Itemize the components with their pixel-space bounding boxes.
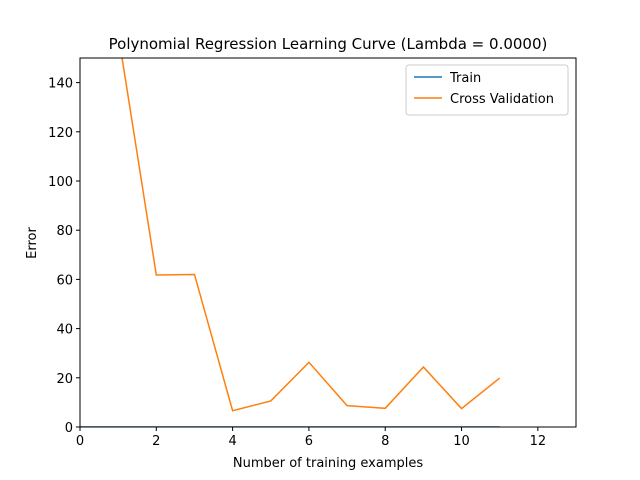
x-tick-label: 6 xyxy=(305,434,313,449)
y-tick-label: 120 xyxy=(48,126,73,141)
y-tick-label: 100 xyxy=(48,175,73,190)
x-tick-label: 8 xyxy=(381,434,389,449)
x-tick-label: 10 xyxy=(453,434,470,449)
y-tick-label: 40 xyxy=(56,323,73,338)
y-tick-label: 0 xyxy=(65,421,73,436)
y-tick-label: 140 xyxy=(48,77,73,92)
legend-box xyxy=(405,64,569,116)
x-tick-label: 4 xyxy=(228,434,236,449)
y-tick-label: 80 xyxy=(56,224,73,239)
x-tick-label: 0 xyxy=(76,434,84,449)
x-tick-label: 2 xyxy=(152,434,160,449)
legend-label: Cross Validation xyxy=(450,92,554,107)
axes-frame xyxy=(79,57,577,428)
plot-area xyxy=(80,58,501,427)
x-tick-label: 12 xyxy=(530,434,547,449)
chart-title: Polynomial Regression Learning Curve (La… xyxy=(109,35,548,53)
y-axis-label: Error xyxy=(25,227,40,259)
x-axis-label: Number of training examples xyxy=(233,456,423,471)
y-tick-label: 20 xyxy=(56,372,73,387)
y-tick-label: 60 xyxy=(56,273,73,288)
series-line xyxy=(121,58,501,412)
legend-label: Train xyxy=(449,71,481,86)
